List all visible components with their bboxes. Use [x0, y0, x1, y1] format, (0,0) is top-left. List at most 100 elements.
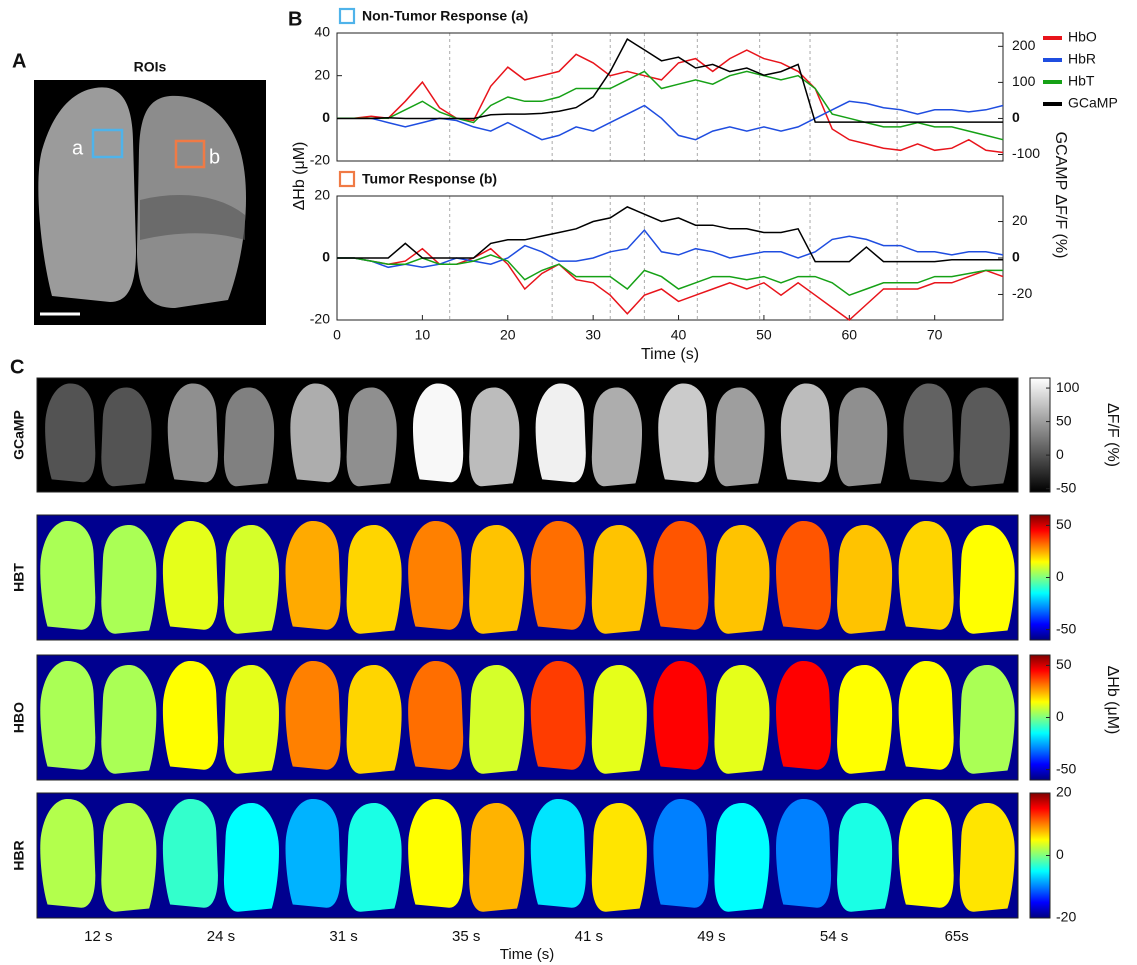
panel-label: B: [288, 8, 302, 30]
hemisphere-map: [347, 387, 397, 486]
y2-tick-label: 100: [1012, 73, 1036, 89]
hemisphere-map: [408, 521, 463, 630]
frame-label: 35 s: [452, 928, 480, 945]
title-box: [340, 172, 354, 186]
hemisphere-map: [469, 525, 524, 634]
y-tick-label: 40: [314, 24, 330, 40]
hemisphere-map: [653, 799, 708, 908]
y-tick-label: 0: [322, 109, 330, 125]
series-line: [337, 50, 1003, 152]
hemisphere-map: [469, 803, 524, 912]
hemisphere-map: [592, 525, 647, 634]
plot-frame: [337, 33, 1003, 161]
colorbar-tick-label: 0: [1056, 446, 1064, 462]
hemisphere-map: [286, 799, 341, 908]
hemisphere-map: [101, 803, 156, 912]
y2-tick-label: 0: [1012, 249, 1020, 265]
colorbar-tick-label: -50: [1056, 620, 1076, 636]
hemisphere-map: [413, 383, 463, 482]
hemisphere-map: [776, 521, 831, 630]
row-label: GCaMP: [11, 410, 27, 460]
hemisphere-map: [714, 387, 764, 486]
series-line: [337, 101, 1003, 139]
hemisphere-map: [776, 799, 831, 908]
x-axis-label: Time (s): [641, 346, 699, 363]
hemisphere-map: [837, 525, 892, 634]
colorbar-tick-label: -20: [1056, 909, 1076, 925]
colorbar-tick-label: -50: [1056, 760, 1076, 776]
legend-label: HbT: [1068, 73, 1095, 89]
colorbar-tick-label: 50: [1056, 656, 1072, 672]
hemisphere-map: [781, 383, 831, 482]
colorbar-label: ΔF/F (%): [1104, 403, 1121, 467]
hemisphere-map: [347, 525, 402, 634]
roi-label: a: [72, 137, 84, 159]
y-tick-label: 20: [314, 66, 330, 82]
y2-tick-label: 200: [1012, 37, 1036, 53]
roi-title: ROIs: [134, 59, 167, 75]
hemisphere-map: [899, 799, 954, 908]
hemisphere-map: [408, 661, 463, 770]
hemisphere-map: [347, 803, 402, 912]
hemisphere-map: [101, 525, 156, 634]
hemisphere-map: [347, 665, 402, 774]
hemisphere-map: [531, 661, 586, 770]
hemisphere-map: [653, 521, 708, 630]
chart-title: Non-Tumor Response (a): [362, 8, 528, 24]
hemisphere-map: [960, 387, 1010, 486]
x-tick-label: 10: [415, 327, 431, 343]
x-tick-label: 70: [927, 327, 943, 343]
frame-label: 24 s: [207, 928, 235, 945]
hemisphere-map: [531, 521, 586, 630]
legend-label: GCaMP: [1068, 95, 1118, 111]
x-tick-label: 60: [842, 327, 858, 343]
hemisphere-map: [658, 383, 708, 482]
y2-tick-label: -100: [1012, 145, 1040, 161]
hemisphere-map: [837, 803, 892, 912]
x-tick-label: 0: [333, 327, 341, 343]
series-line: [337, 71, 1003, 139]
y2-tick-label: 20: [1012, 212, 1028, 228]
x-tick-label: 50: [756, 327, 772, 343]
series-line: [337, 249, 1003, 320]
legend-label: HbO: [1068, 29, 1097, 45]
hemisphere-map: [101, 387, 151, 486]
hemisphere-map: [531, 799, 586, 908]
row-label: HBR: [11, 840, 27, 870]
row-label: HBT: [11, 563, 27, 592]
x-tick-label: 40: [671, 327, 687, 343]
x-axis-label: Time (s): [500, 946, 554, 963]
hemisphere-map: [168, 383, 218, 482]
hemisphere-map: [163, 799, 218, 908]
hemisphere-map: [286, 661, 341, 770]
hemisphere-map: [101, 665, 156, 774]
hemisphere-map: [469, 665, 524, 774]
colorbar: [1030, 378, 1050, 492]
legend-label: HbR: [1068, 51, 1096, 67]
hemisphere-map: [714, 665, 769, 774]
chart-title: Tumor Response (b): [362, 171, 497, 187]
hemisphere-map: [408, 799, 463, 908]
colorbar-tick-label: 0: [1056, 846, 1064, 862]
hemisphere-map: [163, 661, 218, 770]
hemisphere-map: [45, 383, 95, 482]
y2-tick-label: 0: [1012, 109, 1020, 125]
hemisphere-map: [224, 387, 274, 486]
y2-tick-label: -20: [1012, 285, 1032, 301]
hemisphere-map: [960, 803, 1015, 912]
hemisphere-map: [903, 383, 953, 482]
colorbar-tick-label: 50: [1056, 516, 1072, 532]
hemisphere-map: [899, 661, 954, 770]
hemisphere-map: [163, 521, 218, 630]
row-label: HBO: [11, 702, 27, 733]
hemisphere-map: [40, 799, 95, 908]
colorbar-tick-label: 50: [1056, 412, 1072, 428]
hemisphere-map: [290, 383, 340, 482]
hemisphere-map: [536, 383, 586, 482]
frame-label: 41 s: [575, 928, 603, 945]
figure: A B C ROIs a b Non-Tumor Response (a)-20…: [0, 0, 1137, 965]
hemisphere-map: [469, 387, 519, 486]
hemisphere-map: [714, 803, 769, 912]
colorbar-tick-label: 0: [1056, 568, 1064, 584]
hemisphere-map: [714, 525, 769, 634]
